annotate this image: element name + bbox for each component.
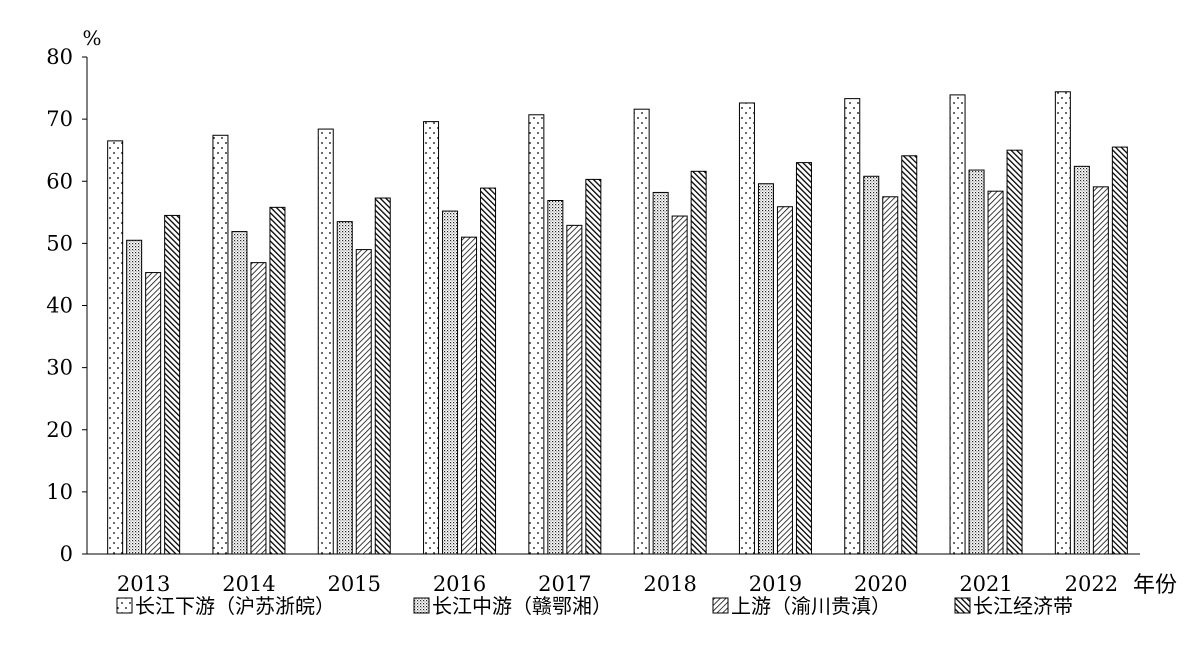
- bar-2-2017: [547, 200, 564, 555]
- bar-4-2018: [690, 170, 707, 555]
- bar-1-2013: [107, 140, 124, 555]
- bar-1-2018: [633, 108, 650, 555]
- bar-series: [107, 91, 1128, 555]
- legend-swatch-2: [413, 597, 430, 614]
- bar-1-2017: [528, 114, 545, 555]
- bar-4-2020: [901, 155, 918, 555]
- bar-3-2021: [987, 190, 1004, 555]
- bar-2-2019: [757, 183, 774, 555]
- bar-2-2021: [968, 169, 985, 555]
- y-axis-ticks: 0 10 20 30 40 50 60 70 80: [46, 45, 87, 566]
- y-axis-label: %: [82, 26, 101, 50]
- x-tick-label: 2017: [538, 572, 591, 596]
- bar-2-2014: [231, 231, 248, 555]
- x-tick-label: 2015: [328, 572, 381, 596]
- bar-4-2016: [480, 187, 497, 555]
- bar-2-2018: [652, 191, 669, 555]
- y-tick-label: 70: [46, 107, 73, 131]
- legend-label-4: 长江经济带: [973, 594, 1073, 618]
- bar-1-2022: [1054, 91, 1071, 555]
- bar-3-2018: [671, 215, 688, 555]
- legend-label-1: 长江下游（沪苏浙皖）: [135, 594, 335, 618]
- x-tick-label: 2020: [854, 572, 907, 596]
- legend-label-2: 长江中游（赣鄂湘）: [432, 594, 612, 618]
- x-tick-label: 2021: [959, 572, 1012, 596]
- legend-swatch-4: [954, 597, 971, 614]
- bar-1-2015: [317, 128, 334, 555]
- bar-4-2015: [374, 197, 391, 555]
- bar-4-2019: [795, 162, 812, 555]
- y-tick-label: 10: [46, 480, 73, 504]
- bar-3-2013: [145, 272, 162, 555]
- bar-3-2016: [461, 236, 478, 555]
- x-axis-ticks: 2013 2014 2015 2016 2017 2018 2019 2020 2021 2022: [117, 572, 1118, 596]
- bar-3-2020: [882, 196, 899, 555]
- x-tick-label: 2019: [749, 572, 802, 596]
- bar-1-2020: [844, 98, 861, 555]
- bar-1-2019: [738, 102, 755, 555]
- x-tick-label: 2013: [117, 572, 170, 596]
- y-tick-label: 80: [46, 45, 73, 69]
- x-tick-label: 2014: [222, 572, 275, 596]
- bar-4-2013: [164, 214, 181, 555]
- legend: 长江下游（沪苏浙皖） 长江中游（赣鄂湘） 上游（渝川贵滇） 长江经济带: [116, 594, 1073, 618]
- bar-1-2014: [212, 134, 229, 555]
- y-tick-label: 30: [46, 356, 73, 380]
- bar-2-2016: [442, 210, 459, 555]
- bar-1-2016: [423, 121, 440, 555]
- bar-3-2015: [355, 249, 372, 555]
- x-tick-label: 2018: [643, 572, 696, 596]
- bar-3-2022: [1092, 186, 1109, 555]
- bar-2-2013: [126, 239, 143, 555]
- bar-4-2014: [269, 206, 286, 555]
- bar-4-2022: [1111, 146, 1128, 555]
- x-tick-label: 2022: [1065, 572, 1118, 596]
- x-tick-label: 2016: [433, 572, 486, 596]
- x-axis-label: 年份: [1133, 573, 1177, 598]
- legend-swatch-1: [116, 597, 133, 614]
- y-tick-label: 60: [46, 169, 73, 193]
- y-tick-label: 50: [46, 231, 73, 255]
- legend-swatch-3: [712, 597, 729, 614]
- y-tick-label: 0: [60, 542, 73, 566]
- bar-3-2014: [250, 262, 267, 555]
- bar-3-2017: [566, 224, 583, 555]
- bar-1-2021: [949, 94, 966, 555]
- legend-label-3: 上游（渝川贵滇）: [731, 594, 891, 618]
- bar-4-2021: [1006, 149, 1023, 555]
- y-tick-label: 20: [46, 418, 73, 442]
- bar-3-2019: [776, 206, 793, 555]
- y-tick-label: 40: [46, 294, 73, 318]
- bar-2-2015: [336, 221, 353, 555]
- bar-4-2017: [585, 178, 602, 555]
- bar-2-2022: [1073, 165, 1090, 555]
- bar-2-2020: [863, 175, 880, 555]
